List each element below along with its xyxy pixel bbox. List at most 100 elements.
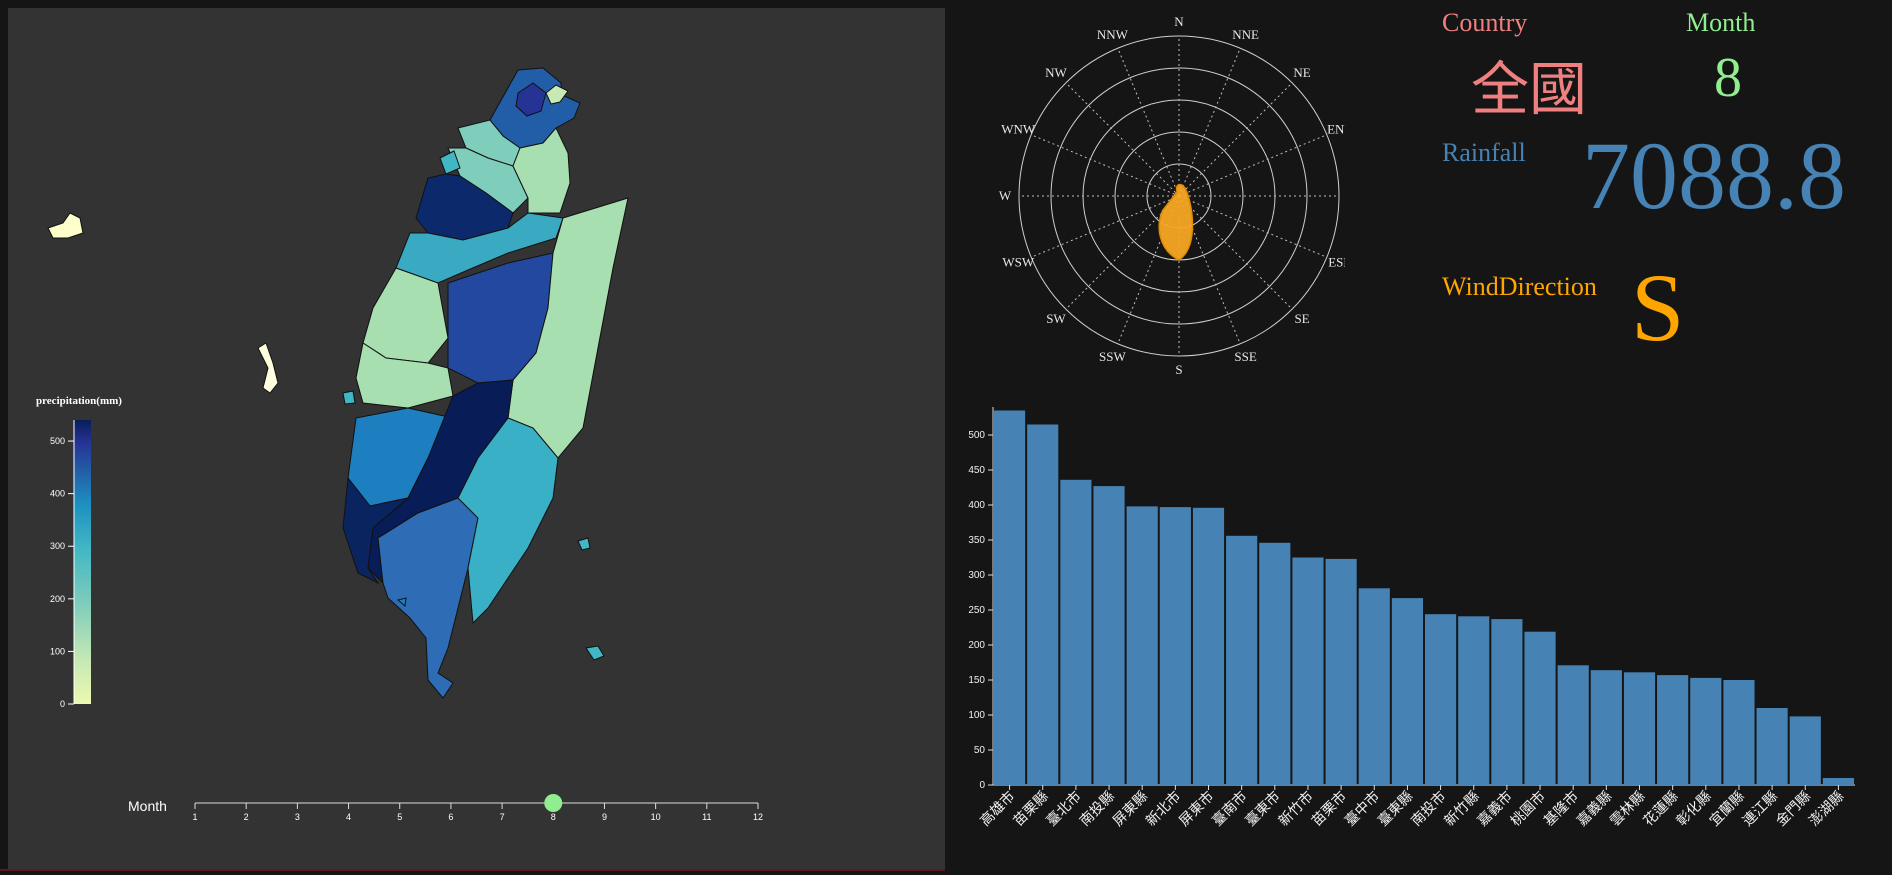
slider-handle[interactable]: [544, 794, 563, 812]
bar-屏東市[interactable]: [1192, 507, 1225, 785]
y-tick-label: 450: [968, 465, 985, 476]
rose-spoke: [1117, 47, 1180, 197]
legend-tick-label: 200: [50, 594, 65, 604]
legend-tick-label: 500: [50, 436, 65, 446]
rose-spoke: [1178, 47, 1241, 197]
bar-金門縣[interactable]: [1789, 716, 1821, 785]
x-tick-label: 嘉義市: [1474, 788, 1516, 830]
rose-direction-label: WSW: [1002, 255, 1035, 270]
month-slider[interactable]: 1 2 3 4 5 6 7 8 9 10 11 12: [192, 794, 763, 822]
legend-color-bar: [74, 420, 91, 704]
x-tick-label: 金門縣: [1773, 789, 1814, 830]
county-taipei: [515, 82, 547, 117]
county-kinmen: [47, 212, 84, 239]
bar-新竹縣[interactable]: [1458, 616, 1490, 785]
month-label: Month: [1686, 8, 1756, 37]
bar-臺東市[interactable]: [1259, 542, 1291, 785]
county-tainan: [342, 476, 409, 585]
bar-南投市[interactable]: [1425, 614, 1457, 785]
x-tick-label: 花蓮縣: [1640, 789, 1681, 830]
slider-tick-label: 7: [500, 812, 505, 822]
bar-苗栗市[interactable]: [1325, 558, 1357, 785]
slider-tick-label: 3: [295, 812, 300, 822]
bar-澎湖縣[interactable]: [1822, 778, 1854, 785]
county-keelung: [545, 84, 569, 105]
bar-花蓮縣[interactable]: [1657, 675, 1689, 785]
county-shapes[interactable]: [47, 67, 629, 699]
bar-苗栗縣[interactable]: [1027, 424, 1059, 786]
taiwan-precipitation-map: precipitation(mm) 0 100 200 300 400 500 Month…: [36, 67, 763, 822]
slider-tick-label: 2: [244, 812, 249, 822]
y-tick-label: 200: [968, 640, 985, 651]
county-changhua: [362, 267, 449, 364]
rose-direction-label: ESE: [1328, 255, 1345, 270]
rose-spoke: [1178, 82, 1293, 197]
legend-axis: 0 100 200 300 400 500: [50, 420, 75, 709]
rose-direction-label: NW: [1045, 65, 1067, 80]
slider-label: Month: [128, 798, 167, 814]
wind-direction-label: WindDirection: [1442, 272, 1597, 301]
county-penghu: [257, 342, 279, 394]
x-tick-label: 新竹縣: [1442, 789, 1483, 830]
bar-臺南市[interactable]: [1226, 535, 1258, 785]
bar-南投縣[interactable]: [1093, 486, 1125, 785]
rose-ring: [1050, 67, 1308, 325]
y-axis: 0 50 100 150 200 250 300 350 400 450 500: [968, 407, 994, 791]
bar-屏東縣[interactable]: [1126, 506, 1158, 785]
x-tick-label: 連江縣: [1740, 789, 1781, 830]
bar-嘉義市[interactable]: [1491, 619, 1523, 785]
rose-direction-label: NNE: [1232, 27, 1259, 42]
x-tick-label: 臺中市: [1341, 788, 1383, 830]
x-tick-label: 南投縣: [1077, 789, 1118, 830]
county-yilan: [512, 127, 571, 214]
legend-tick-label: 400: [50, 489, 65, 499]
bar-宜蘭縣[interactable]: [1723, 680, 1755, 785]
bottom-border: [0, 869, 945, 871]
bar-桃園市[interactable]: [1524, 631, 1556, 785]
county-hsinchu-city: [439, 150, 461, 175]
rainfall-value: 7088.8: [1582, 122, 1846, 229]
month-value: 8: [1714, 47, 1742, 109]
bar-連江縣[interactable]: [1756, 708, 1788, 785]
slider-tick-label: 10: [651, 812, 661, 822]
y-tick-label: 0: [979, 780, 985, 791]
y-tick-label: 100: [968, 710, 985, 721]
island-liuqiu: [396, 597, 407, 607]
rose-spoke: [1065, 82, 1180, 197]
island-orchid: [585, 645, 605, 661]
rose-grid: NNNENEENEEESESESSESSSWSWWSWWWNWNWNNW: [999, 14, 1345, 377]
bar-新北市[interactable]: [1159, 507, 1191, 785]
x-tick-label: 臺東市: [1242, 788, 1284, 830]
bar-臺中市[interactable]: [1358, 588, 1390, 785]
precipitation-bar-chart: 050100150200250300350400450500高雄市苗栗縣臺北市南…: [968, 407, 1855, 830]
country-label: Country: [1442, 8, 1528, 37]
legend-tick-label: 300: [50, 541, 65, 551]
bar-臺北市[interactable]: [1060, 479, 1092, 785]
bar-高雄市[interactable]: [994, 410, 1026, 786]
rose-spoke: [1178, 134, 1328, 197]
y-tick-label: 350: [968, 535, 985, 546]
x-tick-label: 苗栗市: [1308, 788, 1350, 830]
x-tick-label: 新竹市: [1275, 788, 1317, 830]
y-tick-label: 150: [968, 675, 985, 686]
wind-direction-value: S: [1631, 254, 1685, 361]
county-miaoli: [415, 173, 514, 241]
bar-新竹市[interactable]: [1292, 557, 1324, 786]
x-tick-label: 苗栗縣: [1011, 789, 1052, 830]
island-green: [577, 537, 591, 551]
bar-雲林縣[interactable]: [1623, 672, 1656, 785]
bars: [994, 410, 1854, 786]
x-tick-label: 屏東縣: [1110, 789, 1151, 830]
rose-spoke: [1030, 195, 1180, 258]
bar-臺東縣[interactable]: [1391, 598, 1423, 785]
bar-基隆市[interactable]: [1557, 665, 1589, 785]
y-tick-label: 400: [968, 500, 985, 511]
bar-彰化縣[interactable]: [1690, 677, 1722, 785]
legend-title: precipitation(mm): [36, 395, 122, 407]
rose-ring: [1018, 35, 1340, 357]
rose-direction-label: SSW: [1099, 349, 1126, 364]
x-tick-label: 彰化縣: [1673, 788, 1715, 830]
bar-嘉義縣[interactable]: [1590, 670, 1622, 785]
slider-tick-label: 4: [346, 812, 351, 822]
x-axis-labels: 高雄市苗栗縣臺北市南投縣屏東縣新北市屏東市臺南市臺東市新竹市苗栗市臺中市臺東縣南…: [977, 785, 1847, 830]
